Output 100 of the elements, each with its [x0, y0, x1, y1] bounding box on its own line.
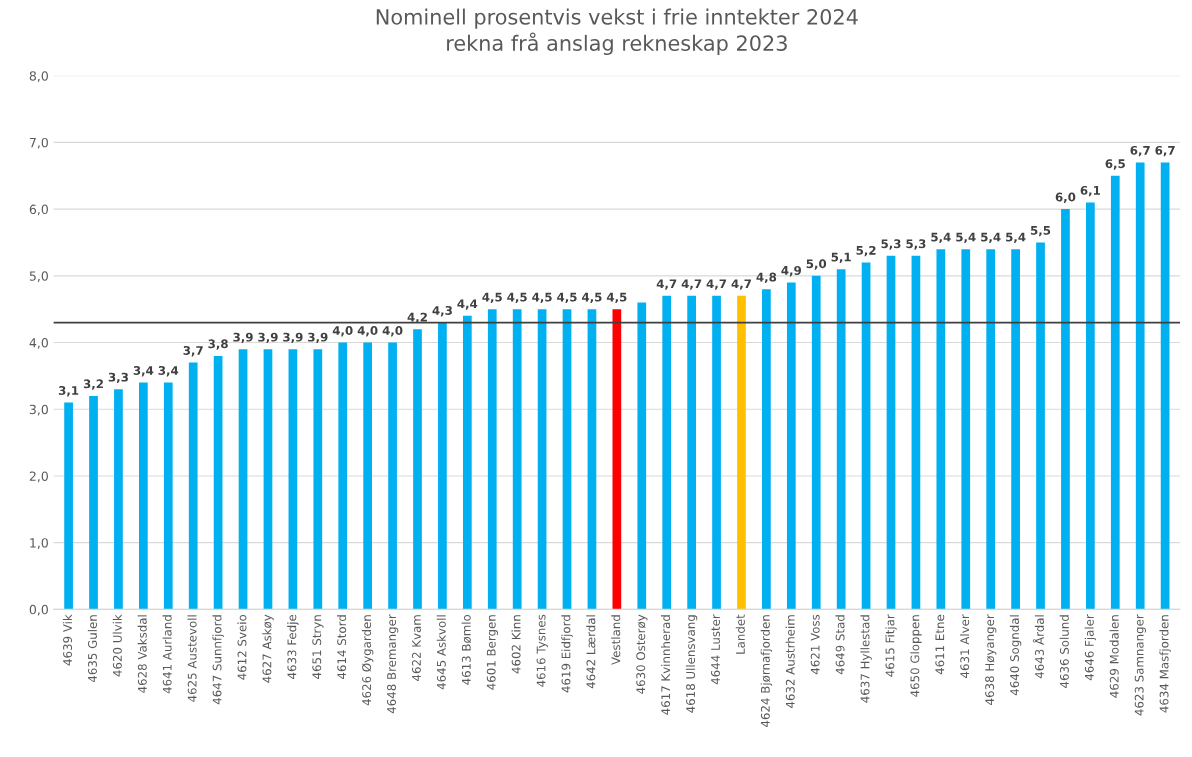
bar [512, 309, 522, 610]
data-label: 3,4 [158, 366, 179, 377]
bar [338, 342, 348, 610]
data-label: 4,2 [407, 312, 427, 324]
data-label: 3,7 [183, 346, 203, 357]
x-tick-label: 4601 Bergen [486, 615, 498, 690]
x-tick-label: 4618 Ullensvang [685, 615, 698, 713]
y-tick-label: 7,0 [29, 137, 48, 149]
bar [886, 255, 896, 610]
bar [1086, 202, 1095, 610]
x-tick-label: 4638 Høyanger [985, 614, 997, 705]
x-tick-label: 4644 Luster [711, 614, 720, 685]
bar [562, 309, 572, 610]
y-tick-label: 5,0 [29, 271, 48, 283]
data-label: 5,4 [1006, 232, 1026, 244]
y-tick-label: 8,0 [29, 71, 48, 82]
bar [712, 295, 721, 610]
x-tick-label: 4625 Austevoll [187, 615, 197, 702]
data-label: 4,0 [357, 325, 378, 337]
bar [1135, 162, 1145, 610]
x-tick-label: Vestland [611, 615, 621, 665]
bar [1110, 175, 1120, 610]
x-tick-label: 4602 Kinn [511, 615, 521, 674]
x-tick-label: 4619 Eidfjord [561, 615, 573, 693]
x-tick-label: 4614 Stord [337, 615, 347, 679]
x-tick-label: 4620 Ulvik [112, 614, 122, 677]
x-tick-label: 4611 Etne [935, 614, 945, 675]
bar [139, 382, 148, 610]
y-tick-label: 6,0 [29, 204, 48, 216]
bar [64, 402, 73, 610]
data-label: 6,5 [1105, 159, 1125, 170]
data-label: 4,5 [507, 292, 527, 304]
x-tick-label: 4615 Fitjar [885, 614, 897, 677]
bar [89, 395, 98, 610]
x-tick-label: 4639 Vik [62, 614, 73, 666]
data-label: 5,4 [931, 232, 951, 244]
x-tick-label: 4630 Osterøy [636, 614, 648, 694]
data-label: 4,4 [457, 299, 478, 310]
bar [363, 342, 373, 610]
y-tick-label: 1,0 [30, 538, 48, 549]
data-label: 4,0 [332, 325, 353, 337]
data-label: 3,9 [308, 332, 328, 344]
bar [637, 302, 647, 610]
data-label: 6,1 [1080, 185, 1101, 197]
data-label: 3,9 [233, 332, 253, 344]
bar [662, 295, 672, 610]
data-label: 3,1 [58, 386, 79, 397]
x-tick-label: 4629 Modalen [1109, 615, 1119, 698]
data-label: 3,9 [283, 332, 303, 344]
bar [213, 355, 223, 610]
data-label: 4,7 [731, 279, 751, 290]
x-tick-label: 4622 Kvam [411, 615, 421, 681]
data-label: 4,5 [582, 292, 602, 304]
data-label: 4,8 [756, 272, 777, 284]
bar [1061, 209, 1070, 610]
x-tick-label: 4613 Bømlo [461, 614, 472, 685]
x-tick-label: 4627 Askøy [262, 614, 274, 683]
bar [762, 289, 771, 610]
y-tick-label: 2,0 [29, 471, 48, 483]
chart-title: Nominell prosentvis vekst i frie inntekter 2024 rekna frå anslag rekneskap 2023 [376, 8, 858, 56]
bar [936, 249, 946, 610]
bar [911, 255, 921, 610]
data-label: 4,9 [781, 265, 802, 277]
bar [786, 282, 796, 610]
y-tick-label: 3,0 [29, 404, 48, 416]
data-label: 5,4 [956, 232, 976, 244]
x-tick-label: 4641 Aurland [162, 615, 172, 694]
bar [836, 269, 846, 610]
bar [537, 309, 547, 610]
x-tick-label: 4617 Kvinnherad [660, 615, 671, 715]
data-label: 4,5 [557, 292, 577, 304]
bar [288, 349, 298, 610]
x-tick-label: 4645 Askvoll [436, 615, 446, 690]
bar [687, 295, 696, 610]
bar [388, 342, 397, 610]
bar [861, 262, 871, 610]
data-label: 4,7 [706, 279, 727, 290]
data-label: 6,0 [1055, 192, 1076, 204]
data-label: 5,5 [1030, 226, 1051, 237]
bar [413, 329, 422, 610]
x-tick-label: 4628 Vaksdal [137, 615, 147, 693]
bar [961, 249, 971, 610]
data-label: 3,2 [83, 379, 103, 390]
data-label: 5,1 [831, 252, 851, 264]
bar [313, 349, 323, 610]
bar [462, 315, 472, 610]
data-label: 3,9 [258, 332, 278, 344]
x-tick-label: 4624 Bjørnafjorden [760, 615, 773, 727]
x-tick-label: 4631 Alver [960, 614, 970, 678]
y-tick-label: 4,0 [29, 338, 48, 349]
bar [163, 382, 173, 610]
x-tick-label: 4640 Sogndal [1009, 615, 1022, 696]
bar [587, 309, 597, 610]
data-label: 5,0 [806, 259, 827, 270]
x-tick-label: 4636 Solund [1059, 615, 1069, 688]
x-tick-label: 4649 Stad [835, 615, 845, 675]
x-tick-label: 4637 Hyllestad [860, 615, 872, 703]
data-label: 6,7 [1130, 145, 1150, 157]
data-label: 4,5 [532, 292, 552, 304]
data-label: 4,7 [656, 279, 677, 290]
